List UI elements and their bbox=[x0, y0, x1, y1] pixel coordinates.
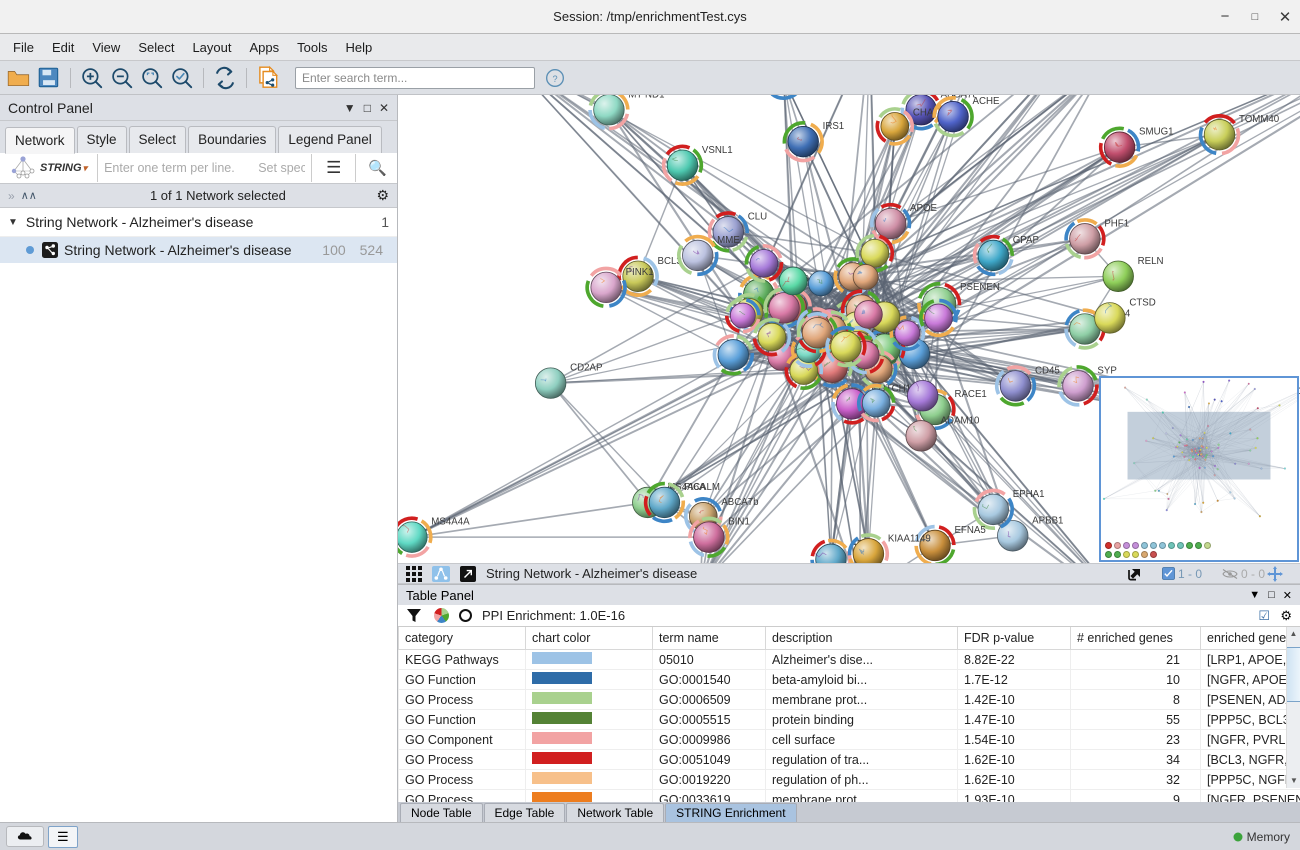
svg-text:PINK1: PINK1 bbox=[626, 267, 654, 278]
svg-text:CLU: CLU bbox=[748, 211, 767, 222]
svg-text:TOMM40: TOMM40 bbox=[1239, 114, 1280, 125]
svg-text:GPAP: GPAP bbox=[1013, 235, 1039, 246]
svg-text:KIAA1149: KIAA1149 bbox=[888, 533, 931, 544]
svg-text:ACHE: ACHE bbox=[973, 96, 1000, 107]
svg-text:APOE: APOE bbox=[910, 203, 937, 214]
svg-text:ADAM10: ADAM10 bbox=[941, 415, 980, 426]
svg-text:CTSD: CTSD bbox=[1129, 297, 1155, 308]
svg-text:EFNA5: EFNA5 bbox=[954, 525, 985, 536]
svg-text:?: ? bbox=[552, 73, 557, 83]
svg-text:SYP: SYP bbox=[1097, 365, 1116, 376]
svg-text:PICALM: PICALM bbox=[684, 482, 720, 493]
svg-text:RACE1: RACE1 bbox=[954, 389, 986, 400]
svg-text:BIN1: BIN1 bbox=[728, 517, 750, 528]
svg-text:PSENEN: PSENEN bbox=[960, 282, 1000, 293]
svg-text:CD45: CD45 bbox=[1035, 365, 1060, 376]
svg-text:PHF1: PHF1 bbox=[1104, 218, 1129, 229]
svg-text:EPHA1: EPHA1 bbox=[1013, 489, 1045, 500]
svg-text:ABCA7b: ABCA7b bbox=[721, 497, 758, 508]
svg-text:VSNL1: VSNL1 bbox=[702, 145, 733, 156]
svg-text:MT-ND1: MT-ND1 bbox=[628, 95, 664, 100]
svg-text:MME: MME bbox=[717, 235, 740, 246]
svg-text:CD2AP: CD2AP bbox=[570, 363, 602, 374]
svg-text:MS4A4A: MS4A4A bbox=[431, 517, 470, 528]
svg-text:APBB1: APBB1 bbox=[1032, 515, 1063, 526]
svg-text:IRS1: IRS1 bbox=[823, 121, 845, 132]
svg-text:SMUG1: SMUG1 bbox=[1139, 127, 1174, 138]
svg-text:RELN: RELN bbox=[1138, 256, 1164, 267]
